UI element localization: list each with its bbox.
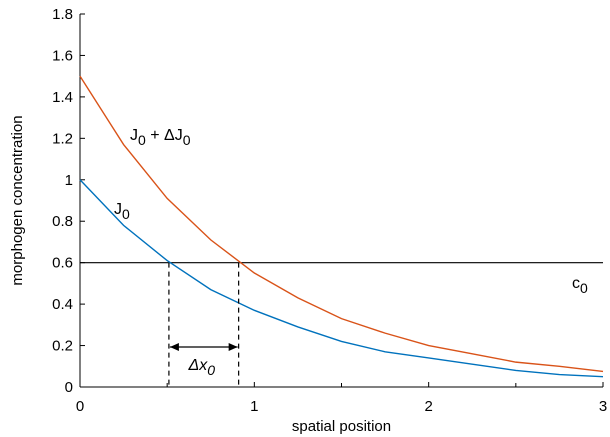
- y-tick-label: 1.2: [52, 130, 73, 147]
- axes: 0 0.2 0.4 0.6 0.8 1 1.2 1.4 1.6 1.8 0 1 2 3 spatial po…: [9, 6, 607, 435]
- y-tick-label: 1: [65, 172, 73, 189]
- series-line-1: [79, 75, 604, 373]
- x-tick-label: 3: [599, 398, 607, 415]
- delta-x-label: Δx0: [188, 357, 216, 378]
- delta-x-arrowhead-right: [228, 343, 238, 351]
- y-tick-label: 0.4: [52, 296, 73, 313]
- delta-x-arrowhead-left: [169, 343, 179, 351]
- annotations: J0 J0 + ΔJ0 c0 Δx0: [114, 127, 588, 387]
- y-tick-label: 0.2: [52, 338, 73, 355]
- y-tick-label: 0: [65, 379, 73, 396]
- series-label-j0: J0: [114, 201, 130, 222]
- y-tick-label: 1.6: [52, 47, 73, 64]
- y-tick-label: 1.8: [52, 6, 73, 23]
- x-tick-label: 2: [424, 398, 432, 415]
- y-tick-label: 0.8: [52, 213, 73, 230]
- x-axis-label: spatial position: [292, 418, 391, 435]
- series-label-j0-plus-dj0: J0 + ΔJ0: [130, 127, 191, 148]
- y-axis-label: morphogen concentration: [9, 115, 26, 285]
- y-tick-label: 0.6: [52, 255, 73, 272]
- x-tick-label: 0: [76, 398, 84, 415]
- plot-lines: [79, 75, 604, 378]
- series-line-0: [79, 179, 604, 378]
- threshold-label: c0: [572, 275, 588, 296]
- x-tick-label: 1: [250, 398, 258, 415]
- y-tick-label: 1.4: [52, 89, 73, 106]
